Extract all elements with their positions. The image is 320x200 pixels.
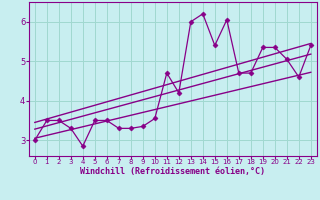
X-axis label: Windchill (Refroidissement éolien,°C): Windchill (Refroidissement éolien,°C) [80, 167, 265, 176]
